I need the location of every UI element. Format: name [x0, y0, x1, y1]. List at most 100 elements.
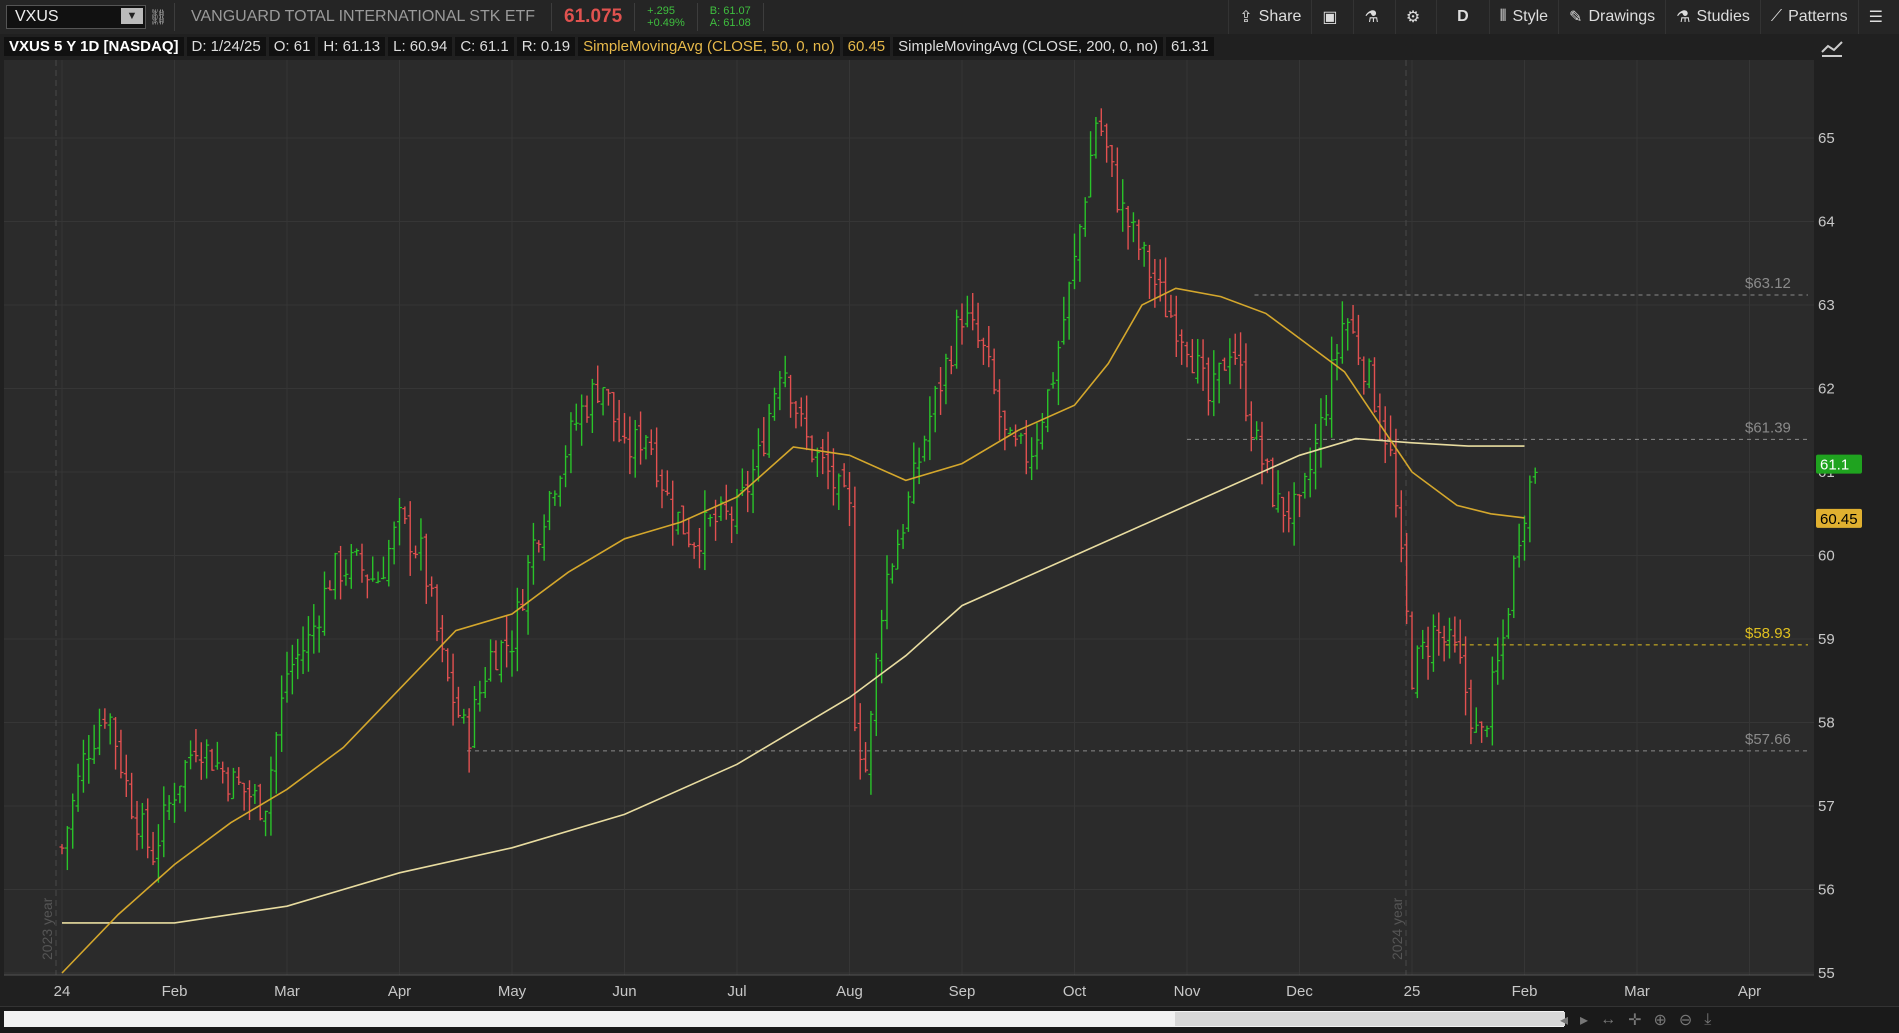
crosshair-icon[interactable]: ✛: [1628, 1012, 1642, 1029]
chart-info-bar: VXUS 5 Y 1D [NASDAQ] D: 1/24/25 O: 61 H:…: [4, 35, 1217, 57]
ohlc-bar: [922, 435, 927, 462]
chart-layout-button[interactable]: ▣: [1311, 0, 1353, 34]
ohlc-bar: [413, 545, 419, 559]
price-level-label: $57.66: [1745, 731, 1791, 748]
ohlc-bar: [177, 785, 183, 804]
share-button[interactable]: ⇪ Share: [1228, 0, 1311, 34]
sma200-line[interactable]: [62, 437, 1525, 924]
ohlc-bar: [900, 524, 906, 549]
ohlc-bar: [327, 580, 333, 591]
ohlc-bar: [1489, 656, 1495, 746]
expand-icon[interactable]: ↔: [1600, 1011, 1617, 1028]
share-icon: ⇪: [1239, 9, 1253, 26]
ohlc-bar: [230, 767, 236, 800]
menu-button[interactable]: ☰: [1857, 0, 1899, 34]
ohlc-bar: [964, 295, 970, 328]
ohlc-bar: [1034, 423, 1040, 470]
ohlc-bar: [750, 449, 756, 514]
scroll-thumb[interactable]: [1175, 1012, 1565, 1026]
ohlc-bar: [836, 473, 842, 510]
studies-button[interactable]: ⚗ Studies: [1665, 0, 1760, 34]
symbol-selector[interactable]: VXUS ▼: [6, 5, 146, 29]
ohlc-bar: [557, 475, 563, 507]
chevron-down-icon[interactable]: ▼: [121, 8, 143, 24]
ohlc-bar: [370, 556, 376, 582]
change-percent: +0.49%: [647, 17, 685, 29]
ohlc-bar: [691, 542, 697, 559]
ohlc-bar: [247, 780, 252, 820]
ohlc-bar: [75, 763, 81, 812]
price-level-label: $58.93: [1745, 625, 1791, 642]
zoom-in-icon[interactable]: ⊕: [1653, 1012, 1667, 1029]
style-button[interactable]: ⫴ Style: [1488, 0, 1558, 34]
studies-label: Studies: [1696, 8, 1750, 25]
scroll-left-icon[interactable]: ◂: [1560, 1012, 1569, 1029]
scroll-track[interactable]: [4, 1011, 1564, 1027]
ohlc-bar: [236, 767, 242, 785]
ohlc-bar: [509, 630, 515, 677]
drawings-button[interactable]: ✎ Drawings: [1558, 0, 1665, 34]
ohlc-bar: [595, 365, 601, 404]
ohlc-bar: [1238, 332, 1244, 389]
ohlc-bar: [1045, 389, 1051, 433]
time-scrollbar[interactable]: ◂ ▸ ↔ ✛ ⊕ ⊖ ⤓: [0, 1006, 1899, 1033]
divider: [174, 3, 175, 31]
ohlc-bar: [86, 734, 92, 784]
ohlc-bar: [1404, 532, 1410, 625]
ohlc-bar: [782, 355, 788, 388]
ohlc-bar: [1222, 357, 1227, 371]
aggregation-button[interactable]: D: [1436, 0, 1489, 34]
ohlc-bar: [1141, 241, 1147, 267]
ohlc-bar: [793, 400, 799, 429]
zoom-out-icon[interactable]: ⊖: [1678, 1012, 1693, 1029]
axis-settings-icon[interactable]: [1818, 36, 1846, 58]
ohlc-bar: [434, 584, 440, 642]
ohlc-bar: [1082, 197, 1088, 237]
ohlc-bar: [600, 386, 606, 416]
ohlc-bar: [863, 742, 869, 773]
flask-icon: ⚗: [1364, 9, 1379, 26]
ohlc-bar: [568, 412, 574, 474]
ohlc-bar: [1125, 205, 1131, 250]
ohlc-bar: [809, 435, 815, 463]
sma50-line[interactable]: [61, 287, 1525, 974]
ohlc-bar: [418, 518, 424, 571]
ohlc-bar: [1254, 421, 1260, 441]
sma200-label[interactable]: SimpleMovingAvg (CLOSE, 200, 0, no): [893, 36, 1164, 56]
ohlc-bar: [525, 555, 531, 635]
ohlc-bar: [997, 379, 1002, 441]
price-chart[interactable]: 2023 year 2024 year $63.12 $61.39 $58.93 $57…: [0, 34, 1899, 1019]
ohlc-bar: [1382, 406, 1388, 464]
ohlc-bar: [1061, 296, 1067, 345]
sma200-value: 61.31: [1166, 36, 1214, 56]
ohlc-bar: [804, 395, 810, 451]
ohlc-bar: [959, 303, 965, 345]
ohlc-bar: [1393, 428, 1399, 518]
download-icon[interactable]: ⤓: [1704, 1011, 1712, 1028]
sma50-label[interactable]: SimpleMovingAvg (CLOSE, 50, 0, no): [578, 36, 840, 56]
ohlc-bar: [916, 447, 922, 485]
ohlc-bar: [766, 404, 772, 458]
settings-button[interactable]: ⚙: [1394, 0, 1436, 34]
ohlc-bar: [686, 517, 692, 548]
ohlc-bar: [1329, 336, 1335, 438]
ohlc-bar: [755, 428, 761, 482]
ohlc-bar: [445, 648, 451, 682]
ohlc-bar: [1286, 491, 1292, 533]
ohlc-bar: [172, 782, 177, 823]
ohlc-bar: [702, 490, 708, 571]
ohlc-bar: [547, 490, 552, 531]
x-tick-label: 25: [1404, 983, 1421, 1000]
ohlc-bar: [1248, 401, 1254, 452]
link-icon[interactable]: ⛓: [148, 9, 168, 26]
ohlc-bar: [1511, 555, 1517, 619]
flask-button[interactable]: ⚗: [1353, 0, 1394, 34]
x-tick-label: Oct: [1063, 983, 1087, 1000]
patterns-button[interactable]: ⟋ Patterns: [1759, 0, 1858, 34]
scroll-right-icon[interactable]: ▸: [1580, 1012, 1589, 1029]
ohlc-bar: [64, 826, 70, 871]
ohlc-bar: [284, 651, 290, 703]
ohlc-bar: [268, 756, 274, 836]
ohlc-bar: [1532, 467, 1538, 484]
chart-title: VXUS 5 Y 1D [NASDAQ]: [4, 36, 184, 56]
